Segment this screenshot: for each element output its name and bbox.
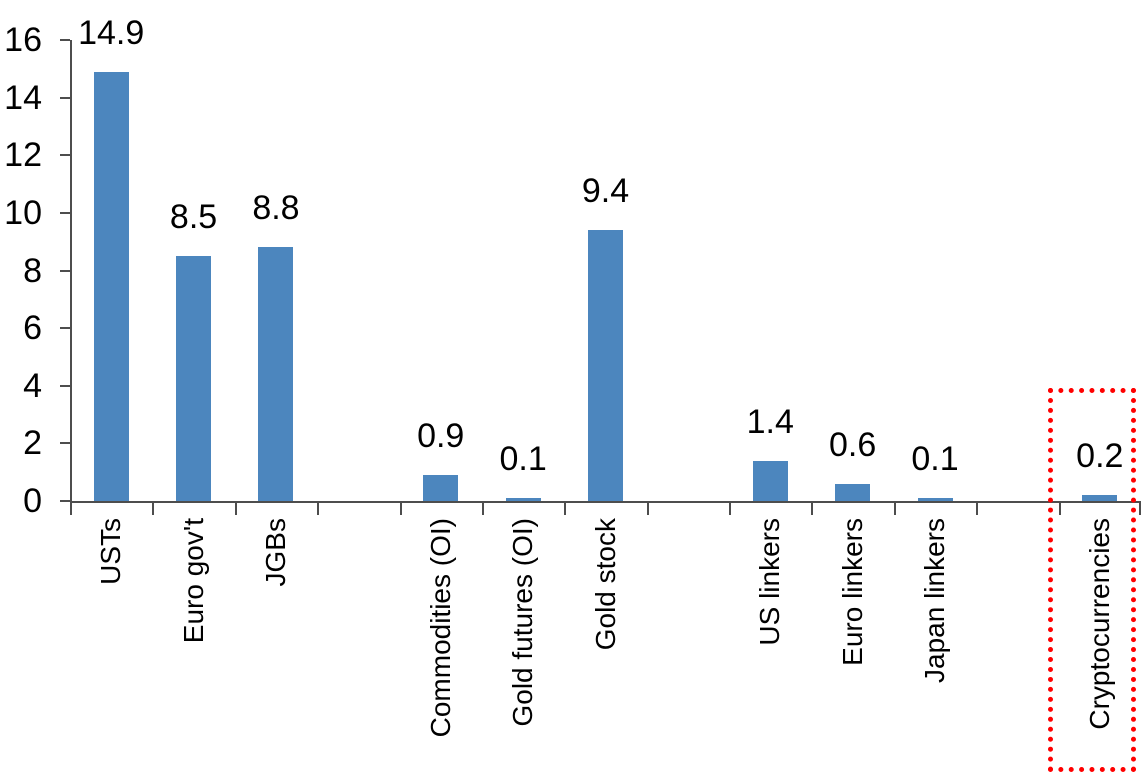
y-axis-tick xyxy=(60,154,70,157)
bar xyxy=(917,498,953,501)
bar-value-label: 0.2 xyxy=(1076,437,1124,476)
bar-value-label: 0.1 xyxy=(499,440,547,479)
y-tick-label: 0 xyxy=(23,482,42,520)
bar xyxy=(752,460,788,501)
category-label: Commodities (OI) xyxy=(424,518,456,738)
bar xyxy=(588,230,623,501)
bar-value-label: 9.4 xyxy=(581,172,630,211)
x-axis-tick xyxy=(1139,503,1141,515)
bar-value-label: 0.9 xyxy=(417,417,465,456)
bar xyxy=(423,475,459,501)
x-axis-tick xyxy=(152,503,155,515)
y-tick-label: 6 xyxy=(23,309,42,348)
x-axis-tick xyxy=(976,503,979,515)
category-label: JGBs xyxy=(259,518,291,587)
bar-value-label: 14.9 xyxy=(78,13,145,52)
y-tick-label: 8 xyxy=(23,251,42,290)
x-axis-tick xyxy=(893,503,896,515)
y-axis-tick xyxy=(60,269,70,272)
x-axis-line xyxy=(70,501,1141,503)
bar-value-label: 0.1 xyxy=(911,440,959,479)
category-label: Gold futures (OI) xyxy=(507,518,539,727)
y-axis-tick xyxy=(60,39,70,41)
category-label: US linkers xyxy=(754,518,786,646)
x-axis-tick xyxy=(1058,503,1061,515)
bar-value-label: 0.6 xyxy=(829,425,877,464)
category-label: Japan linkers xyxy=(919,518,951,683)
y-tick-label: 12 xyxy=(4,136,42,175)
bar xyxy=(835,483,871,501)
y-axis-tick xyxy=(60,442,70,445)
category-label: Euro gov't xyxy=(177,518,209,644)
x-axis-tick xyxy=(729,503,732,515)
bar xyxy=(258,247,294,501)
x-axis-tick xyxy=(70,503,72,515)
highlight-box xyxy=(1048,388,1136,772)
y-tick-label: 14 xyxy=(4,78,42,117)
bar xyxy=(93,71,129,501)
bar-value-label: 1.4 xyxy=(746,402,794,441)
y-axis-line xyxy=(70,40,72,513)
y-axis-tick xyxy=(60,327,70,330)
y-tick-label: 4 xyxy=(23,366,42,405)
category-label: Gold stock xyxy=(589,518,621,651)
x-axis-tick xyxy=(399,503,402,515)
y-axis-tick xyxy=(60,384,70,387)
x-axis-tick xyxy=(646,503,649,515)
x-axis-tick xyxy=(234,503,237,515)
bar-value-label: 8.5 xyxy=(169,198,218,237)
y-tick-label: 16 xyxy=(4,21,42,59)
category-label: USTs xyxy=(95,518,127,585)
y-tick-label: 2 xyxy=(23,424,42,463)
x-axis-tick xyxy=(317,503,320,515)
x-axis-tick xyxy=(811,503,814,515)
y-axis-tick xyxy=(60,500,70,502)
bar xyxy=(176,256,212,501)
x-axis-tick xyxy=(481,503,484,515)
bar xyxy=(1082,495,1118,501)
bar xyxy=(505,498,541,501)
category-label: Euro linkers xyxy=(836,518,868,666)
y-tick-label: 10 xyxy=(4,193,42,232)
x-axis-tick xyxy=(564,503,567,515)
bar-value-label: 8.8 xyxy=(252,189,300,228)
y-axis-tick xyxy=(60,211,70,214)
y-axis-tick xyxy=(60,96,70,99)
